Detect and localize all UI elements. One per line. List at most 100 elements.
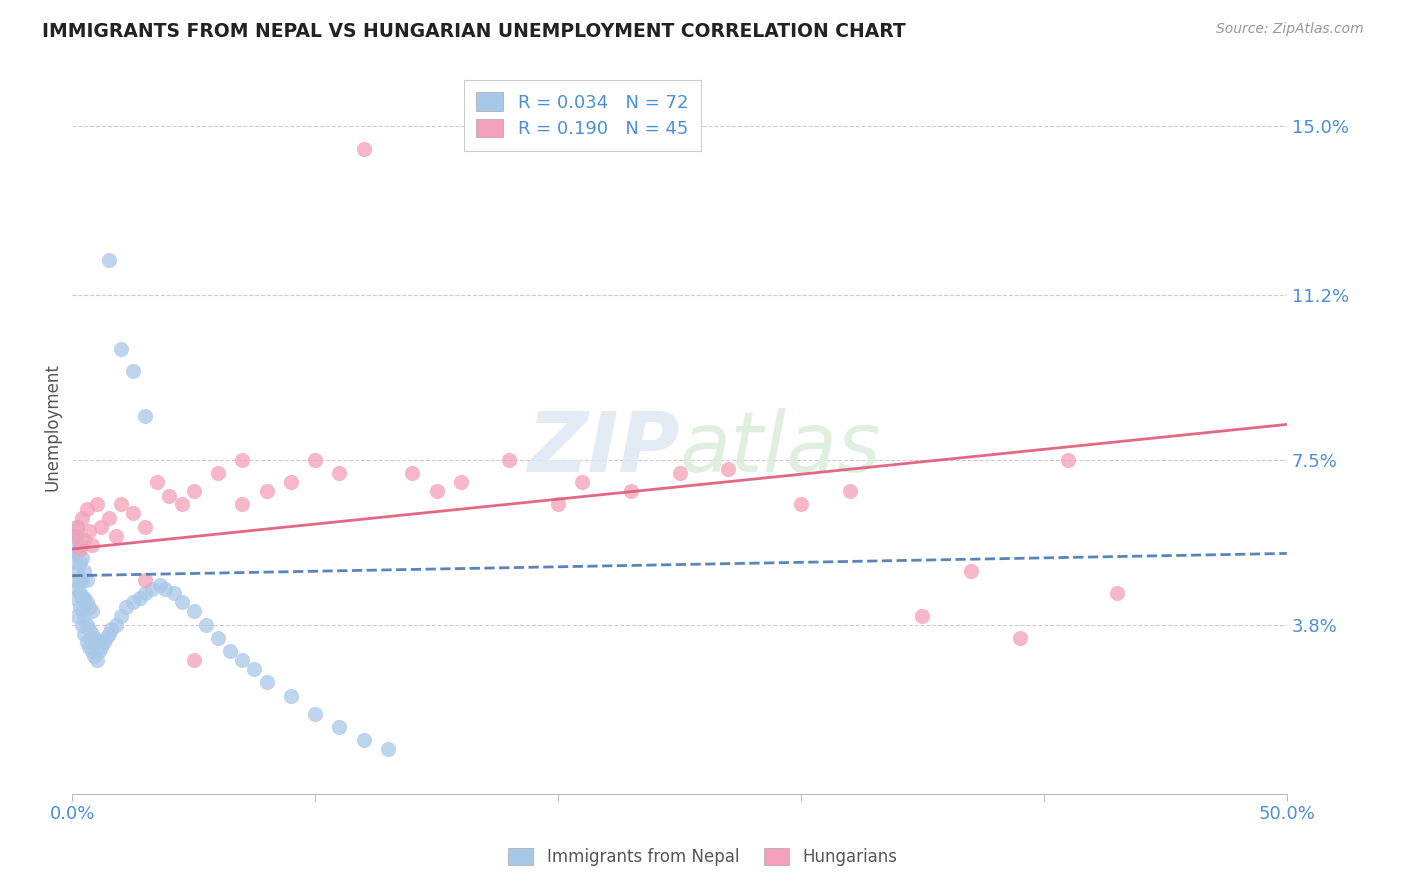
Point [69,599,91,614]
Point [70,617,93,632]
Point [63,528,86,542]
Point [73,533,96,547]
Text: IMMIGRANTS FROM NEPAL VS HUNGARIAN UNEMPLOYMENT CORRELATION CHART: IMMIGRANTS FROM NEPAL VS HUNGARIAN UNEMP… [42,22,905,41]
Point [70,511,93,525]
Point [134,586,156,600]
Point [87,644,110,658]
Point [73,626,96,640]
Point [219,644,242,658]
Point [66,546,89,560]
Point [76,595,98,609]
Point [960,564,983,578]
Point [86,635,108,649]
Legend: Immigrants from Nepal, Hungarians: Immigrants from Nepal, Hungarians [501,840,905,875]
Point [547,498,569,512]
Point [63,541,86,556]
Point [80,644,103,658]
Point [170,595,193,609]
Point [70,573,93,587]
Point [73,564,96,578]
Point [1057,453,1080,467]
Point [69,573,91,587]
Point [256,675,278,690]
Point [207,631,229,645]
Point [304,706,326,721]
Point [77,622,100,636]
Point [129,591,152,605]
Point [280,475,302,490]
Point [63,591,86,605]
Point [69,537,91,551]
Point [838,484,860,499]
Point [76,573,98,587]
Point [69,555,91,569]
Text: Source: ZipAtlas.com: Source: ZipAtlas.com [1216,22,1364,37]
Point [717,462,740,476]
Point [426,484,449,499]
Point [911,608,934,623]
Text: ZIP: ZIP [527,409,679,489]
Point [149,577,172,591]
Point [401,467,423,481]
Point [86,653,108,667]
Point [63,573,86,587]
Point [104,528,127,542]
Point [304,453,326,467]
Point [110,342,132,356]
Point [207,467,229,481]
Point [194,617,217,632]
Point [231,453,253,467]
Point [66,608,89,623]
Point [146,475,169,490]
Point [122,507,145,521]
Point [73,591,96,605]
Point [328,467,350,481]
Point [83,648,105,663]
Point [77,599,100,614]
Point [69,586,91,600]
Point [183,653,205,667]
Legend: R = 0.034   N = 72, R = 0.190   N = 45: R = 0.034 N = 72, R = 0.190 N = 45 [464,79,702,151]
Point [231,653,253,667]
Point [66,520,89,534]
Point [97,252,120,267]
Point [66,582,89,596]
Point [83,631,105,645]
Point [790,498,813,512]
Point [77,524,100,539]
Point [498,453,520,467]
Point [63,555,86,569]
Point [183,604,205,618]
Point [256,484,278,499]
Point [122,595,145,609]
Point [86,498,108,512]
Point [66,528,89,542]
Point [134,520,156,534]
Point [73,608,96,623]
Point [134,573,156,587]
Point [93,635,115,649]
Point [90,640,112,654]
Point [183,484,205,499]
Y-axis label: Unemployment: Unemployment [44,363,60,491]
Point [157,489,180,503]
Point [122,364,145,378]
Point [66,564,89,578]
Point [70,591,93,605]
Point [353,142,375,156]
Point [1008,631,1031,645]
Point [353,733,375,747]
Point [280,689,302,703]
Point [77,640,100,654]
Point [134,409,156,423]
Point [141,582,163,596]
Point [571,475,593,490]
Point [66,520,89,534]
Point [328,720,350,734]
Point [97,511,120,525]
Point [70,604,93,618]
Point [70,550,93,565]
Point [163,586,186,600]
Point [76,502,98,516]
Point [80,604,103,618]
